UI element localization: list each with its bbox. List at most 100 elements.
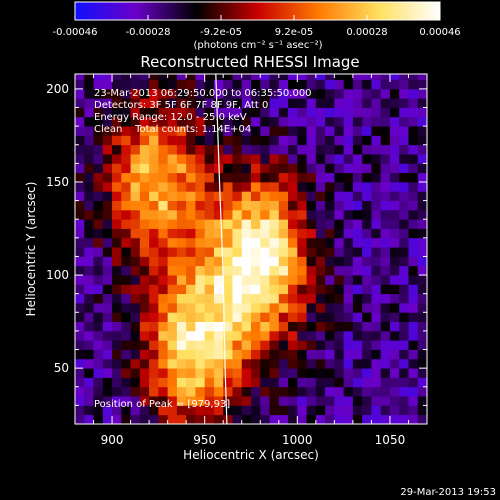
- heatmap-cell: [75, 98, 85, 108]
- heatmap-cell: [306, 154, 317, 164]
- heatmap-cell: [371, 200, 382, 211]
- heatmap-cell: [121, 219, 131, 229]
- heatmap-cell: [334, 414, 345, 424]
- heatmap-cell: [213, 414, 224, 424]
- heatmap-cell: [84, 405, 94, 416]
- heatmap-cell: [380, 247, 391, 257]
- heatmap-cell: [139, 74, 150, 80]
- heatmap-cell: [167, 79, 178, 90]
- heatmap-cell: [278, 163, 289, 174]
- heatmap-cell: [130, 414, 141, 424]
- heatmap-cell: [139, 330, 150, 341]
- heatmap-cell: [195, 265, 206, 276]
- heatmap-cell: [297, 163, 307, 174]
- heatmap-cell: [380, 74, 391, 80]
- heatmap-cell: [130, 405, 141, 416]
- heatmap-cell: [139, 349, 150, 360]
- heatmap-cell: [362, 321, 372, 332]
- heatmap-cell: [334, 219, 345, 229]
- heatmap-cell: [399, 172, 409, 183]
- heatmap-cell: [112, 340, 122, 350]
- heatmap-cell: [75, 256, 85, 267]
- heatmap-cell: [213, 396, 224, 406]
- heatmap-cell: [241, 368, 252, 378]
- heatmap-cell: [241, 293, 252, 304]
- heatmap-cell: [241, 302, 252, 313]
- heatmap-cell: [371, 377, 382, 388]
- heatmap-cell: [139, 405, 150, 416]
- heatmap-cell: [297, 302, 307, 313]
- heatmap-cell: [241, 256, 252, 267]
- heatmap-cell: [278, 79, 289, 90]
- heatmap-cell: [149, 284, 159, 295]
- heatmap-cell: [417, 247, 427, 257]
- heatmap-cell: [399, 321, 409, 332]
- heatmap-cell: [84, 126, 94, 136]
- heatmap-cell: [315, 396, 326, 406]
- heatmap-cell: [223, 275, 233, 285]
- heatmap-cell: [408, 98, 419, 108]
- heatmap-cell: [288, 200, 298, 211]
- heatmap-cell: [176, 414, 187, 424]
- heatmap-cell: [84, 275, 94, 285]
- heatmap-cell: [334, 349, 345, 360]
- heatmap-cell: [362, 368, 372, 378]
- heatmap-cell: [195, 107, 206, 118]
- heatmap-cell: [399, 265, 409, 276]
- heatmap-cell: [399, 330, 409, 341]
- heatmap-cell: [297, 191, 307, 201]
- heatmap-cell: [334, 228, 345, 239]
- heatmap-cell: [149, 247, 159, 257]
- heatmap-cell: [112, 247, 122, 257]
- heatmap-cell: [417, 74, 427, 80]
- heatmap-cell: [130, 200, 141, 211]
- heatmap-cell: [260, 209, 270, 220]
- heatmap-cell: [343, 396, 354, 406]
- heatmap-cell: [121, 247, 131, 257]
- heatmap-cell: [176, 358, 187, 369]
- heatmap-cell: [315, 154, 326, 164]
- heatmap-cell: [325, 98, 335, 108]
- heatmap-cell: [84, 256, 94, 267]
- heatmap-cell: [223, 79, 233, 90]
- heatmap-cell: [176, 275, 187, 285]
- heatmap-cell: [325, 237, 335, 248]
- heatmap-cell: [121, 377, 131, 388]
- heatmap-cell: [288, 98, 298, 108]
- heatmap-cell: [408, 200, 419, 211]
- heatmap-cell: [204, 330, 215, 341]
- heatmap-cell: [167, 172, 178, 183]
- heatmap-cell: [213, 330, 224, 341]
- heatmap-cell: [278, 144, 289, 155]
- heatmap-cell: [149, 79, 159, 90]
- heatmap-cell: [408, 79, 419, 90]
- heatmap-cell: [139, 88, 150, 99]
- heatmap-cell: [315, 237, 326, 248]
- heatmap-cell: [260, 163, 270, 174]
- heatmap-cell: [167, 312, 178, 323]
- heatmap-cell: [204, 256, 215, 267]
- heatmap-cell: [352, 135, 363, 146]
- heatmap-cell: [102, 265, 113, 276]
- heatmap-cell: [158, 396, 169, 406]
- heatmap-cell: [288, 74, 298, 80]
- heatmap-cell: [417, 358, 427, 369]
- heatmap-cell: [241, 265, 252, 276]
- heatmap-cell: [288, 237, 298, 248]
- heatmap-cell: [325, 312, 335, 323]
- heatmap-cell: [325, 386, 335, 397]
- heatmap-cell: [297, 414, 307, 424]
- heatmap-cell: [278, 284, 289, 295]
- heatmap-cell: [93, 144, 104, 155]
- heatmap-cell: [84, 154, 94, 164]
- annotation-energy-range: Energy Range: 12.0 - 25.0 keV: [94, 112, 247, 123]
- heatmap-cell: [371, 135, 382, 146]
- heatmap-cell: [343, 368, 354, 378]
- heatmap-cell: [232, 340, 243, 350]
- heatmap-cell: [325, 107, 335, 118]
- heatmap-cell: [232, 74, 243, 80]
- heatmap-cell: [306, 349, 317, 360]
- heatmap-cell: [241, 386, 252, 397]
- heatmap-cell: [297, 349, 307, 360]
- heatmap-cell: [251, 98, 261, 108]
